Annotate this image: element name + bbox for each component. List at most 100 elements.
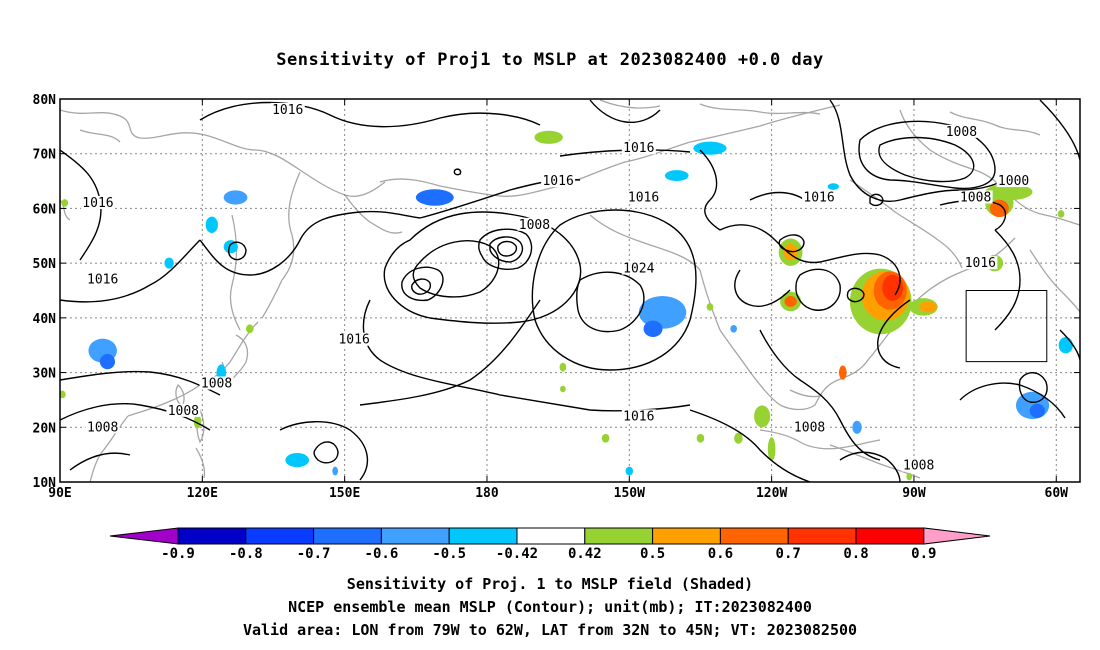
contour-label: 1008	[201, 377, 232, 392]
colorbar-label: -0.7	[297, 546, 331, 562]
sensitivity-patch	[989, 199, 1009, 218]
contour-label: 1008	[903, 459, 934, 474]
colorbar-label: -0.9	[161, 546, 195, 562]
x-tick-label: 120W	[756, 486, 787, 501]
colorbar: -0.9 -0.8 -0.7 -0.6 -0.5 -0.42 0.42 0.5 0.6 0.7 0.…	[109, 527, 991, 562]
contour-label-bg	[166, 403, 201, 417]
colorbar-box	[652, 527, 721, 545]
longitude-axis: 90E 120E 150E 180 150W 120W 90W 60W	[48, 99, 1068, 501]
contour-label-bg	[958, 190, 993, 204]
contour-label-bg	[621, 409, 656, 423]
sensitivity-patch	[730, 324, 737, 333]
colorbar-arrow-left	[109, 527, 179, 545]
contour-label: 1008	[87, 420, 118, 435]
contour-label: 1008	[168, 404, 199, 419]
contour-label: 1016	[628, 190, 659, 205]
x-tick-label: 90E	[48, 486, 71, 501]
sensitivity-patch	[643, 320, 663, 338]
latitude-axis: 10N 20N 30N 40N 50N 60N 70N 80N	[33, 93, 1080, 491]
sensitivity-patch	[193, 415, 202, 429]
sensitivity-patch	[1057, 210, 1065, 218]
contour-label-bg	[621, 141, 656, 155]
contour-label: 1016	[623, 141, 654, 156]
contour-label: 1000	[998, 174, 1029, 189]
contour-label-bg	[996, 174, 1031, 188]
y-tick-label: 10N	[33, 476, 57, 491]
x-tick-label: 120E	[187, 486, 218, 501]
colorbar-box	[448, 527, 518, 545]
contour-label: 1016	[87, 273, 118, 288]
colorbar-arrow-right	[923, 527, 991, 545]
y-tick-label: 50N	[33, 257, 57, 272]
sensitivity-patch	[60, 390, 66, 399]
sensitivity-patch	[559, 362, 567, 372]
sensitivity-patch	[1029, 403, 1045, 418]
caption-valid-area: Valid area: LON from 79W to 62W, LAT fro…	[242, 621, 858, 639]
graticule	[60, 99, 1080, 482]
map-title: Sensitivity of Proj1 to MSLP at 20230824…	[276, 50, 824, 70]
contour-label: 1008	[794, 420, 825, 435]
sensitivity-patch	[852, 420, 862, 434]
sensitivity-patch	[332, 466, 339, 476]
sensitivity-patch	[827, 183, 839, 190]
colorbar-label: 0.5	[640, 546, 665, 562]
coastlines	[60, 99, 1080, 482]
sensitivity-patch	[638, 295, 687, 329]
y-tick-label: 70N	[33, 148, 57, 163]
contour-label-bg	[626, 190, 661, 204]
sensitivity-patch	[754, 405, 771, 428]
y-tick-label: 80N	[33, 93, 57, 108]
colorbar-label: 0.6	[708, 546, 733, 562]
colorbar-label: -0.42	[496, 546, 538, 562]
contour-label-bg	[621, 261, 656, 275]
sensitivity-patch	[693, 141, 727, 155]
contour-label-bg	[963, 256, 998, 270]
colorbar-label: 0.8	[843, 546, 868, 562]
colorbar-box	[584, 527, 654, 545]
sensitivity-patch	[985, 183, 1033, 201]
valid-area-box	[965, 290, 1048, 363]
contour-label-bg	[337, 332, 372, 346]
contour-label-bg	[85, 420, 120, 434]
sensitivity-patch	[919, 301, 937, 313]
sensitivity-shading	[60, 130, 1073, 481]
colorbar-box	[719, 527, 789, 545]
contour-label-bg	[270, 102, 305, 116]
contour-label-bg	[792, 420, 827, 434]
sensitivity-patch	[784, 295, 797, 307]
sensitivity-patch	[61, 199, 69, 207]
sensitivity-patch	[99, 353, 116, 370]
contour-label-bg	[802, 190, 837, 204]
sensitivity-patch	[882, 274, 904, 301]
mslp-contours	[60, 99, 1080, 482]
colorbar-box	[516, 527, 586, 545]
x-tick-label: 150W	[614, 486, 645, 501]
colorbar-box	[380, 527, 450, 545]
contour-label: 1008	[946, 125, 977, 140]
contour-label-bg	[517, 217, 552, 231]
colorbar-box	[855, 527, 925, 545]
colorbar-label: 0.7	[776, 546, 801, 562]
x-tick-label: 150E	[329, 486, 360, 501]
y-tick-label: 40N	[33, 312, 57, 327]
y-tick-label: 20N	[33, 421, 57, 436]
colorbar-label: -0.5	[432, 546, 466, 562]
colorbar-box	[787, 527, 857, 545]
sensitivity-patch	[285, 453, 310, 468]
sensitivity-patch	[415, 189, 454, 206]
colorbar-box	[313, 527, 382, 545]
sensitivity-patch	[560, 385, 566, 393]
plot-frame	[59, 98, 1081, 483]
sensitivity-patch	[164, 257, 174, 269]
plot-area	[60, 99, 1080, 482]
contour-label: 1016	[272, 103, 303, 118]
colorbar-label: 0.42	[568, 546, 602, 562]
sensitivity-patch	[696, 433, 705, 443]
contour-label-bg	[901, 458, 936, 472]
contour-label: 1016	[803, 190, 834, 205]
contour-label-bg	[80, 195, 115, 209]
contour-label: 1016	[82, 196, 113, 211]
contour-label: 1008	[960, 190, 991, 205]
caption-shaded: Sensitivity of Proj. 1 to MSLP field (Sh…	[346, 575, 754, 593]
